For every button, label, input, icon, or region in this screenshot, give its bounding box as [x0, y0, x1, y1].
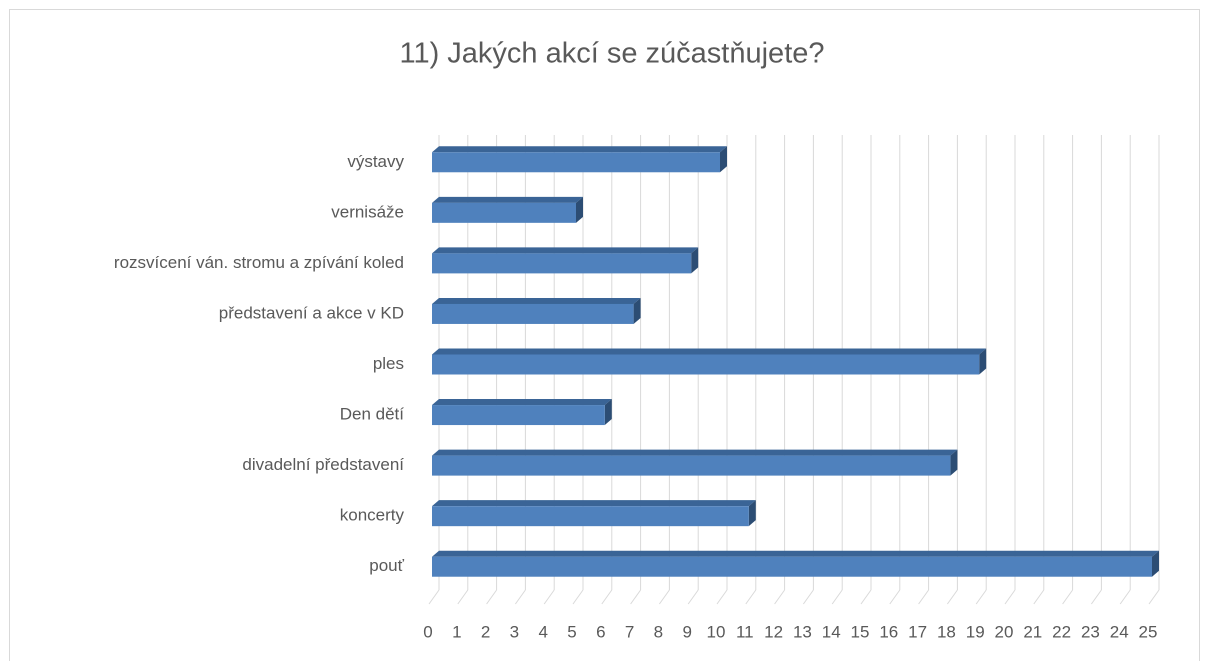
x-tick-label: 16 — [879, 622, 898, 641]
floor-line — [918, 589, 930, 605]
floor-line — [774, 589, 786, 605]
floor-line — [457, 589, 469, 605]
bar-side — [748, 500, 756, 527]
x-tick-label: 17 — [908, 622, 927, 641]
x-tick-label: 3 — [510, 622, 519, 641]
bar — [432, 455, 951, 476]
y-tick-label: pouť — [369, 556, 404, 575]
x-tick-label: 23 — [1081, 622, 1100, 641]
floor-line — [802, 589, 814, 605]
x-tick-label: 12 — [764, 622, 783, 641]
bar — [432, 354, 980, 375]
x-tick-label: 18 — [937, 622, 956, 641]
bar-side — [691, 247, 699, 274]
bar — [432, 152, 720, 173]
x-tick-label: 24 — [1110, 622, 1129, 641]
floor-line — [514, 589, 526, 605]
x-tick-label: 4 — [538, 622, 547, 641]
bars: výstavy vernisáže rozsvícení ván. stromu a… — [114, 146, 1159, 577]
x-tick-label: 9 — [682, 622, 691, 641]
floor-line — [831, 589, 843, 605]
x-tick-label: 5 — [567, 622, 576, 641]
x-tick-label: 2 — [481, 622, 490, 641]
floor-line — [543, 589, 555, 605]
floor-line — [486, 589, 498, 605]
bar — [432, 506, 749, 527]
y-tick-label: představení a akce v KD — [219, 303, 404, 322]
bar-side — [576, 196, 583, 223]
y-tick-label: koncerty — [340, 506, 405, 525]
floor-line — [1119, 589, 1131, 605]
y-tick-label: Den dětí — [340, 405, 405, 424]
x-tick-label: 14 — [822, 622, 841, 641]
floor-line — [630, 589, 642, 605]
x-tick-label: 1 — [452, 622, 461, 641]
y-tick-label: divadelní představení — [242, 455, 404, 474]
bar-top — [432, 247, 699, 254]
bar-side — [950, 449, 958, 476]
y-tick-label: rozsvícení ván. stromu a zpívání koled — [114, 253, 404, 272]
floor-line — [1148, 589, 1160, 605]
chart-title: 11) Jakých akcí se zúčastňujete? — [399, 38, 824, 70]
floor-line — [860, 589, 872, 605]
y-tick-label: vernisáže — [331, 202, 404, 221]
x-tick-label: 11 — [736, 622, 754, 641]
floor-line — [572, 589, 584, 605]
bar-top — [432, 348, 987, 355]
x-tick-label: 10 — [707, 622, 726, 641]
floor-line — [687, 589, 699, 605]
x-tick-label: 8 — [654, 622, 663, 641]
x-tick-label: 6 — [596, 622, 605, 641]
bar — [432, 253, 692, 274]
bar-side — [633, 297, 641, 324]
bar-top — [432, 399, 612, 406]
bar-side — [720, 146, 727, 173]
floor-line — [658, 589, 670, 605]
x-tick-label: 25 — [1139, 622, 1158, 641]
bar — [432, 202, 576, 223]
floor-line — [975, 589, 987, 605]
bar-top — [432, 449, 958, 456]
x-tick-label: 7 — [625, 622, 634, 641]
x-tick-label: 19 — [966, 622, 985, 641]
bar-side — [604, 399, 612, 426]
x-tick-label: 0 — [423, 622, 432, 641]
floor-line — [1004, 589, 1016, 605]
x-tick-label: 22 — [1052, 622, 1071, 641]
bar — [432, 405, 605, 426]
bar-side — [979, 348, 987, 375]
bar-top — [432, 297, 641, 304]
floor-line — [1033, 589, 1045, 605]
floor-line — [1062, 589, 1074, 605]
bar-top — [432, 500, 756, 507]
y-tick-label: ples — [373, 354, 404, 373]
floor-line — [601, 589, 613, 605]
x-tick-label: 21 — [1023, 622, 1042, 641]
bar-side — [1152, 550, 1159, 577]
y-tick-label: výstavy — [347, 152, 404, 171]
x-tick-label: 15 — [851, 622, 870, 641]
bar-top — [432, 550, 1159, 557]
floor-line — [889, 589, 901, 605]
bar-top — [432, 146, 727, 153]
bar-top — [432, 196, 583, 203]
floor-line — [428, 589, 440, 605]
floor-line — [716, 589, 728, 605]
floor-line — [946, 589, 958, 605]
x-tick-label: 20 — [995, 622, 1014, 641]
floor-line — [1090, 589, 1102, 605]
bar — [432, 556, 1152, 577]
x-tick-label: 13 — [793, 622, 812, 641]
floor-line — [745, 589, 757, 605]
bar — [432, 303, 634, 324]
